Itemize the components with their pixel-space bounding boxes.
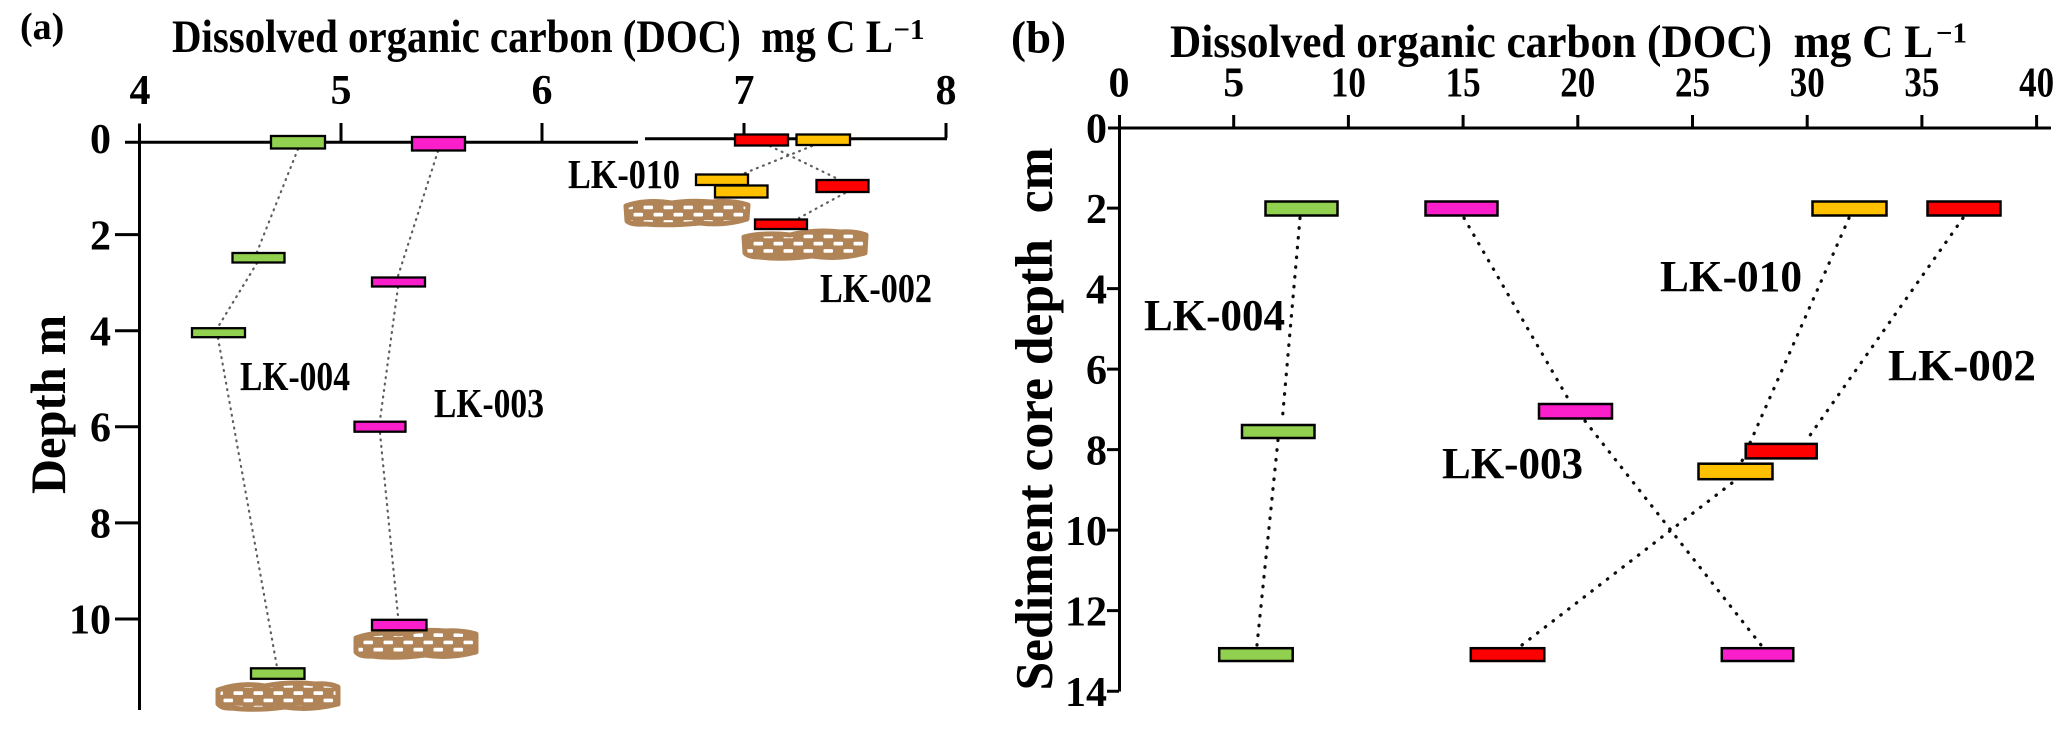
svg-text:15: 15	[1446, 61, 1481, 107]
svg-text:0: 0	[90, 117, 111, 163]
svg-text:LK-002: LK-002	[820, 265, 932, 311]
svg-text:7: 7	[734, 68, 755, 114]
svg-text:20: 20	[1560, 61, 1595, 107]
svg-text:2: 2	[1086, 187, 1107, 233]
svg-text:0: 0	[1086, 106, 1107, 152]
svg-text:6: 6	[1086, 348, 1107, 394]
svg-text:4: 4	[130, 68, 151, 114]
svg-text:25: 25	[1675, 61, 1710, 107]
svg-text:LK-003: LK-003	[1442, 439, 1583, 488]
svg-text:(b): (b)	[1011, 13, 1066, 63]
svg-text:Sediment core depth cm: Sediment core depth cm	[1006, 148, 1064, 691]
svg-text:5: 5	[331, 68, 352, 114]
svg-text:(a): (a)	[20, 6, 64, 48]
svg-text:4: 4	[1086, 267, 1107, 313]
svg-text:LK-010: LK-010	[1660, 252, 1802, 301]
svg-text:8: 8	[1086, 428, 1107, 474]
svg-text:30: 30	[1790, 61, 1825, 107]
svg-text:2: 2	[90, 213, 111, 259]
svg-text:LK-010: LK-010	[568, 151, 680, 197]
svg-text:4: 4	[90, 309, 111, 355]
svg-text:8: 8	[936, 68, 957, 114]
svg-text:LK-003: LK-003	[434, 380, 544, 426]
svg-text:12: 12	[1065, 589, 1107, 635]
svg-text:6: 6	[532, 68, 553, 114]
svg-text:5: 5	[1223, 61, 1244, 107]
svg-text:10: 10	[69, 598, 111, 644]
svg-text:40: 40	[2019, 61, 2054, 107]
svg-text:8: 8	[90, 502, 111, 548]
svg-text:Dissolved organic carbon (DOC): Dissolved organic carbon (DOC) mg C L	[172, 11, 893, 63]
svg-text:6: 6	[90, 406, 111, 452]
svg-text:Depth m: Depth m	[20, 315, 76, 494]
svg-text:14: 14	[1065, 670, 1107, 716]
svg-text:0: 0	[1109, 61, 1130, 107]
svg-text:LK-004: LK-004	[240, 353, 350, 399]
svg-text:−1: −1	[1936, 17, 1967, 49]
svg-text:LK-004: LK-004	[1144, 291, 1285, 340]
svg-text:10: 10	[1065, 509, 1107, 555]
svg-text:35: 35	[1904, 61, 1939, 107]
svg-text:Dissolved organic carbon (DOC): Dissolved organic carbon (DOC) mg C L	[1170, 16, 1933, 68]
svg-text:−1: −1	[894, 14, 925, 46]
svg-text:10: 10	[1331, 61, 1366, 107]
svg-text:LK-002: LK-002	[1888, 341, 2036, 390]
